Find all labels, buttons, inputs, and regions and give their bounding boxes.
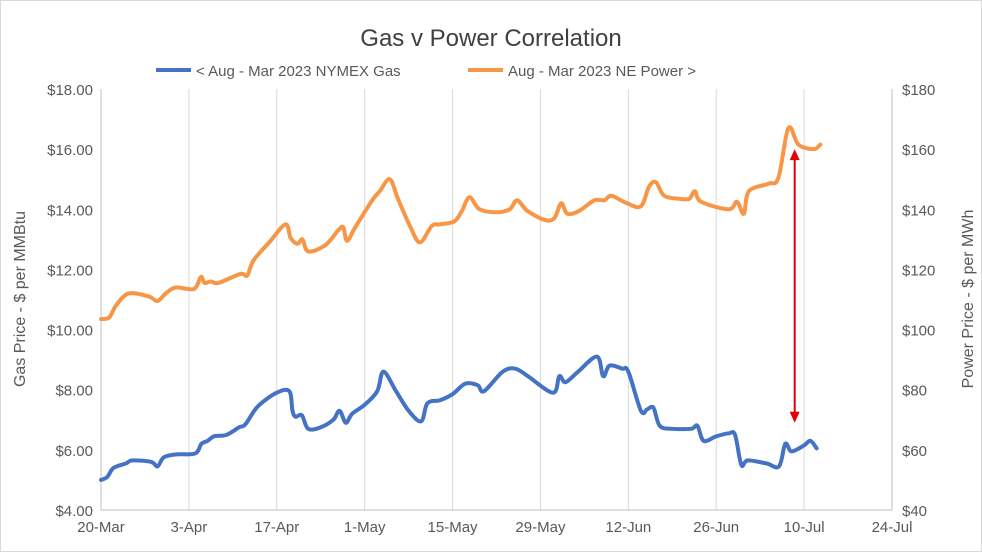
x-tick-label: 24-Jul (872, 519, 913, 536)
y-left-tick-label: $10.00 (47, 323, 93, 340)
y-right-tick-label: $100 (902, 323, 935, 340)
x-tick-label: 26-Jun (693, 519, 739, 536)
y-right-tick-label: $40 (902, 503, 927, 520)
red-arrow-head-down (789, 411, 800, 423)
x-tick-label: 12-Jun (605, 519, 651, 536)
legend-label-power: Aug - Mar 2023 NE Power > (508, 63, 696, 80)
y-left-tick-label: $8.00 (55, 383, 93, 400)
y-right-tick-label: $80 (902, 383, 927, 400)
y-right-tick-label: $160 (902, 142, 935, 159)
x-tick-label: 15-May (428, 519, 479, 536)
y-left-tick-label: $18.00 (47, 82, 93, 99)
y-axis-right-label: Power Price - $ per MWh (960, 210, 977, 389)
y-left-tick-label: $6.00 (55, 443, 93, 460)
x-tick-label: 10-Jul (784, 519, 825, 536)
x-tick-label: 17-Apr (254, 519, 299, 536)
y-left-tick-label: $16.00 (47, 142, 93, 159)
x-tick-label: 29-May (515, 519, 566, 536)
y-left-tick-label: $4.00 (55, 503, 93, 520)
x-tick-label: 1-May (344, 519, 386, 536)
x-tick-label: 3-Apr (171, 519, 208, 536)
legend: < Aug - Mar 2023 NYMEX Gas Aug - Mar 202… (156, 63, 696, 80)
y-right-tick-label: $60 (902, 443, 927, 460)
power-series-line (99, 125, 823, 322)
y-right-tick-label: $120 (902, 262, 935, 279)
chart-title: Gas v Power Correlation (360, 25, 621, 52)
y-left-tick-label: $14.00 (47, 202, 93, 219)
y-right-tick-label: $180 (902, 82, 935, 99)
y-left-tick-label: $12.00 (47, 262, 93, 279)
y-axis-left-label: Gas Price - $ per MMBtu (12, 211, 29, 387)
y-right-tick-label: $140 (902, 202, 935, 219)
gas-series-line (99, 354, 819, 482)
red-arrow-head-up (789, 149, 800, 161)
legend-label-gas: < Aug - Mar 2023 NYMEX Gas (196, 63, 401, 80)
x-tick-label: 20-Mar (77, 519, 125, 536)
